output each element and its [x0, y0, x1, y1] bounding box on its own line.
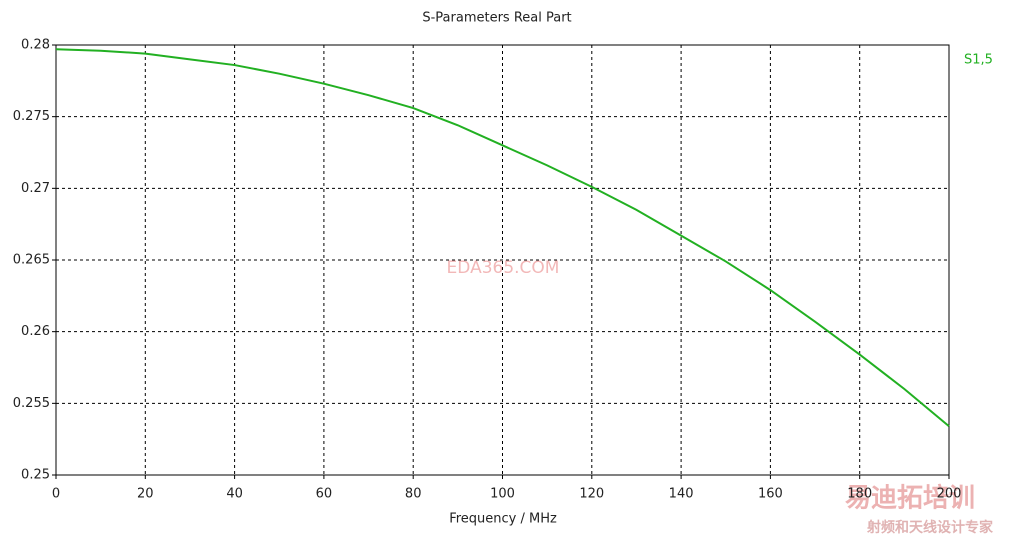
x-tick-label: 60 — [316, 487, 333, 502]
legend-label: S1,5 — [964, 53, 993, 68]
x-tick-label: 100 — [490, 487, 515, 502]
y-tick-label: 0.255 — [13, 396, 50, 411]
y-tick-label: 0.26 — [21, 324, 50, 339]
chart-title: S-Parameters Real Part — [422, 11, 571, 26]
x-tick-label: 140 — [669, 487, 694, 502]
y-tick-label: 0.28 — [21, 38, 50, 53]
x-tick-label: 40 — [226, 487, 243, 502]
y-tick-label: 0.25 — [21, 468, 50, 483]
x-tick-label: 160 — [758, 487, 783, 502]
x-tick-label: 200 — [937, 487, 962, 502]
watermark: 易迪拓培训 — [845, 484, 975, 514]
x-tick-label: 0 — [52, 487, 60, 502]
plot-frame — [55, 44, 950, 476]
watermark: 射频和天线设计专家 — [866, 519, 994, 536]
data-line — [55, 48, 950, 428]
x-tick-label: 120 — [579, 487, 604, 502]
y-tick-label: 0.275 — [13, 109, 50, 124]
x-axis-label: Frequency / MHz — [449, 512, 557, 527]
x-tick-label: 20 — [137, 487, 154, 502]
x-tick-label: 80 — [405, 487, 422, 502]
y-tick-label: 0.27 — [21, 181, 50, 196]
y-tick-label: 0.265 — [13, 253, 50, 268]
x-tick-label: 180 — [847, 487, 872, 502]
